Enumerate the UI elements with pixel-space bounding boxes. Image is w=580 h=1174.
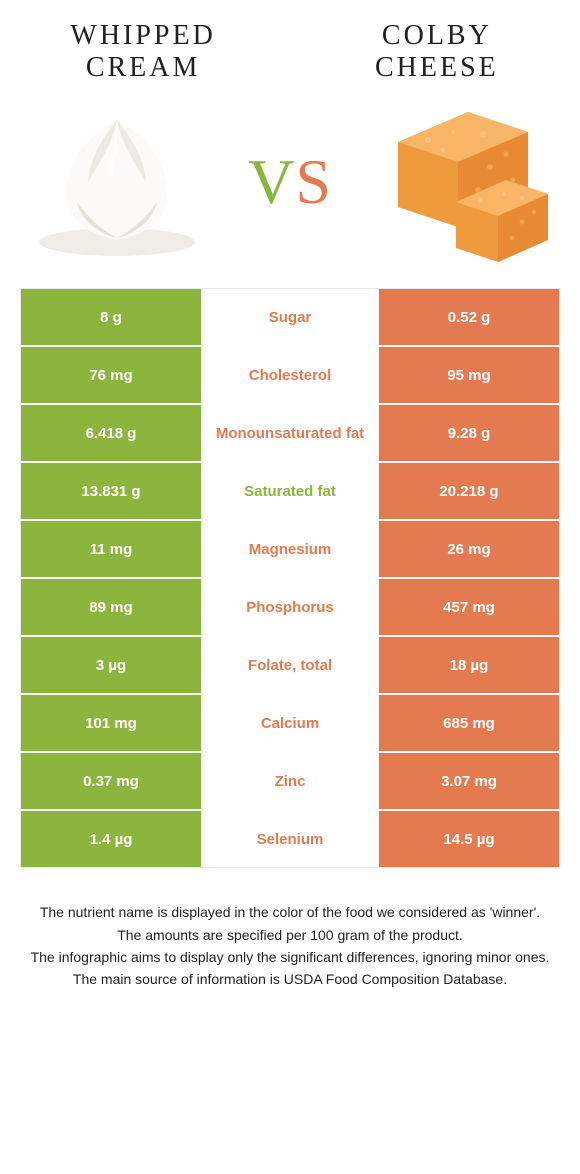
table-row: 1.4 µgSelenium14.5 µg [21,811,559,867]
hero-row: VS [18,102,562,262]
nutrient-table: 8 gSugar0.52 g76 mgCholesterol95 mg6.418… [20,288,560,868]
footnote-line: The infographic aims to display only the… [30,947,550,967]
value-left: 8 g [21,289,201,345]
value-right: 0.52 g [379,289,559,345]
table-row: 6.418 gMonounsaturated fat9.28 g [21,405,559,461]
table-row: 13.831 gSaturated fat20.218 g [21,463,559,519]
value-right: 3.07 mg [379,753,559,809]
vs-s: S [295,146,332,217]
table-row: 0.37 mgZinc3.07 mg [21,753,559,809]
whipped-cream-image [22,102,212,262]
nutrient-name: Zinc [201,753,379,809]
title-right-line1: COLBY [382,20,492,51]
title-right-line2: CHEESE [375,52,499,83]
value-left: 3 µg [21,637,201,693]
nutrient-name: Magnesium [201,521,379,577]
value-right: 18 µg [379,637,559,693]
value-right: 9.28 g [379,405,559,461]
footnote-line: The amounts are specified per 100 gram o… [30,925,550,945]
footnote-line: The main source of information is USDA F… [30,969,550,989]
value-left: 13.831 g [21,463,201,519]
nutrient-name: Monounsaturated fat [201,405,379,461]
value-left: 76 mg [21,347,201,403]
value-right: 457 mg [379,579,559,635]
title-left-line2: CREAM [86,52,201,83]
nutrient-name: Calcium [201,695,379,751]
nutrient-name: Cholesterol [201,347,379,403]
value-left: 6.418 g [21,405,201,461]
table-row: 8 gSugar0.52 g [21,289,559,345]
footnotes: The nutrient name is displayed in the co… [18,902,562,989]
table-row: 101 mgCalcium685 mg [21,695,559,751]
value-right: 20.218 g [379,463,559,519]
table-row: 89 mgPhosphorus457 mg [21,579,559,635]
nutrient-name: Phosphorus [201,579,379,635]
table-row: 3 µgFolate, total18 µg [21,637,559,693]
footnote-line: The nutrient name is displayed in the co… [30,902,550,922]
nutrient-name: Folate, total [201,637,379,693]
nutrient-name: Selenium [201,811,379,867]
vs-v: V [248,146,295,217]
nutrient-name: Saturated fat [201,463,379,519]
title-left: WHIPPED CREAM [18,20,268,84]
vs-label: VS [248,150,332,214]
value-right: 14.5 µg [379,811,559,867]
value-left: 11 mg [21,521,201,577]
table-row: 11 mgMagnesium26 mg [21,521,559,577]
value-right: 26 mg [379,521,559,577]
nutrient-name: Sugar [201,289,379,345]
table-row: 76 mgCholesterol95 mg [21,347,559,403]
value-right: 685 mg [379,695,559,751]
value-left: 0.37 mg [21,753,201,809]
value-left: 89 mg [21,579,201,635]
titles-row: WHIPPED CREAM COLBY CHEESE [18,20,562,84]
title-left-line1: WHIPPED [70,20,215,51]
value-left: 101 mg [21,695,201,751]
title-right: COLBY CHEESE [312,20,562,84]
value-left: 1.4 µg [21,811,201,867]
colby-cheese-image [368,102,558,262]
value-right: 95 mg [379,347,559,403]
